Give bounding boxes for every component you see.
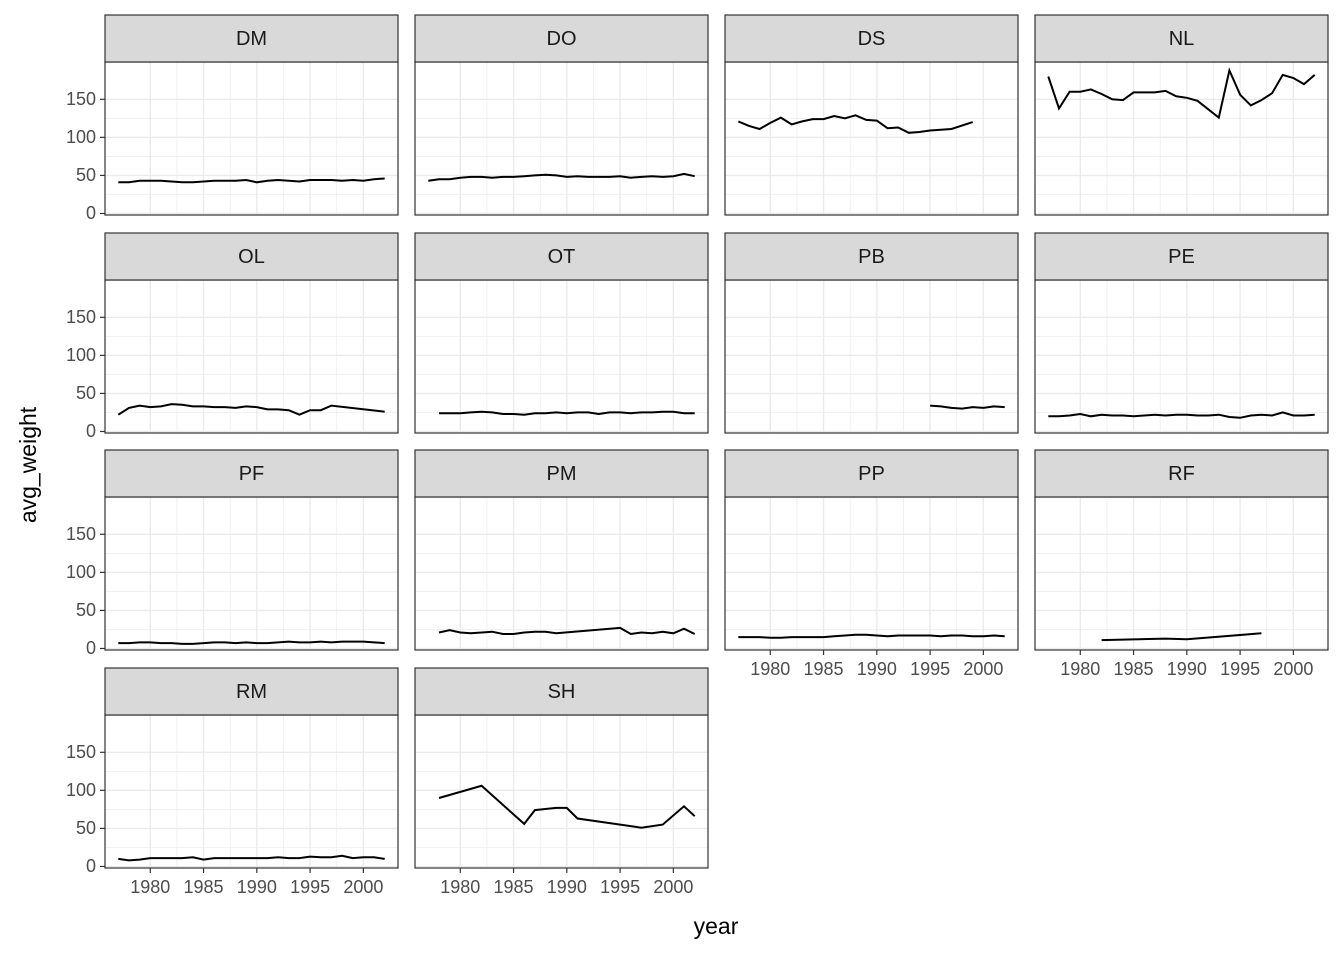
strip [1034,449,1329,498]
strip [414,667,709,716]
x-axis-title: year [694,913,739,939]
x-tick-label: 1985 [804,659,844,679]
panel-background [725,497,1018,650]
panel-background [415,497,708,650]
line [439,410,695,416]
panel-background [415,62,708,215]
x-tick-label: 2000 [653,877,693,897]
strip [414,449,709,498]
y-tick-label: 150 [66,307,96,327]
line [118,640,385,645]
y-tick-label: 50 [76,818,96,838]
x-tick-label: 1980 [130,877,170,897]
line [428,172,695,182]
x-tick-label: 2000 [1273,659,1313,679]
strip [104,14,399,63]
y-tick-label: 0 [86,421,96,441]
x-tick-label: 1995 [1220,659,1260,679]
y-tick-label: 100 [66,562,96,582]
panel-background [1035,62,1328,215]
panel-background [105,62,398,215]
line [118,854,385,862]
x-tick-label: 1995 [290,877,330,897]
strip-label: DO [547,28,577,50]
y-axis-title: avg_weight [15,406,41,523]
strip [1034,232,1329,281]
x-tick-label: 1990 [547,877,587,897]
panel-background [415,280,708,433]
strip [104,232,399,281]
strip-label: SH [548,681,576,703]
line [117,403,385,416]
x-tick-label: 1980 [750,659,790,679]
strip-label: NL [1169,28,1195,50]
line [438,784,696,829]
line [1047,67,1316,120]
y-tick-label: 0 [86,856,96,876]
y-tick-label: 150 [66,742,96,762]
y-tick-label: 100 [66,345,96,365]
strip [724,232,1019,281]
x-tick-label: 1995 [910,659,950,679]
line [1048,411,1315,419]
y-tick-label: 0 [86,203,96,223]
x-tick-label: 1980 [1060,659,1100,679]
y-tick-label: 50 [76,383,96,403]
line [930,404,1005,410]
strip-label: OT [548,246,576,268]
y-tick-label: 0 [86,638,96,658]
panel-background [105,715,398,868]
strip [104,449,399,498]
y-tick-label: 100 [66,127,96,147]
strip [104,667,399,716]
strip [724,14,1019,63]
line [438,626,696,636]
line [738,633,1005,639]
line [118,177,385,184]
line [737,114,974,134]
strip-label: PM [547,463,577,485]
panel-background [725,280,1018,433]
strip-label: PP [858,463,885,485]
y-tick-label: 50 [76,165,96,185]
panel-background [725,62,1018,215]
strip-label: DM [236,28,267,50]
strip-label: PE [1168,246,1195,268]
strip [1034,14,1329,63]
y-tick-label: 50 [76,600,96,620]
x-tick-label: 1990 [1167,659,1207,679]
panel-background [105,497,398,650]
x-tick-label: 1985 [1114,659,1154,679]
line [1101,632,1262,642]
strip [414,14,709,63]
strip-label: RM [236,681,267,703]
y-tick-label: 150 [66,524,96,544]
x-tick-label: 2000 [343,877,383,897]
strip [414,232,709,281]
y-tick-label: 150 [66,89,96,109]
panel-background [1035,497,1328,650]
strip-label: DS [858,28,886,50]
x-tick-label: 1985 [494,877,534,897]
x-tick-label: 1990 [857,659,897,679]
y-tick-label: 100 [66,780,96,800]
x-tick-label: 1990 [237,877,277,897]
x-tick-label: 1985 [184,877,224,897]
strip-label: RF [1168,463,1195,485]
x-tick-label: 2000 [963,659,1003,679]
panel-background [1035,280,1328,433]
panel-background [105,280,398,433]
x-tick-label: 1995 [600,877,640,897]
strip [724,449,1019,498]
strip-label: PF [239,463,265,485]
strip-label: PB [858,246,885,268]
x-tick-label: 1980 [440,877,480,897]
strip-label: OL [238,246,265,268]
